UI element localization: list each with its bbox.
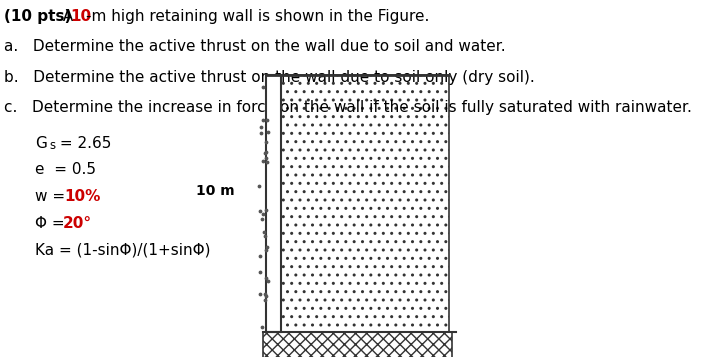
Point: [259, 151, 271, 156]
Text: -m high retaining wall is shown in the Figure.: -m high retaining wall is shown in the F…: [86, 9, 429, 24]
Point: [259, 233, 271, 239]
Point: [254, 183, 265, 189]
Point: [262, 129, 273, 135]
Point: [259, 229, 270, 235]
Point: [262, 278, 273, 284]
Point: [254, 253, 265, 259]
Point: [255, 291, 266, 296]
Point: [257, 216, 268, 222]
Point: [260, 293, 271, 299]
Point: [260, 149, 271, 155]
Text: = 2.65: = 2.65: [55, 136, 111, 151]
Text: 10: 10: [71, 9, 92, 24]
Point: [257, 324, 268, 330]
Text: s: s: [49, 139, 55, 151]
Text: 20°: 20°: [63, 216, 93, 231]
Point: [260, 140, 271, 145]
Text: A: A: [58, 9, 79, 24]
Text: a.   Determine the active thrust on the wall due to soil and water.: a. Determine the active thrust on the wa…: [4, 39, 505, 54]
Point: [260, 276, 271, 281]
Text: (10 pts): (10 pts): [4, 9, 71, 24]
Bar: [281, 75, 449, 332]
Point: [259, 297, 271, 303]
Point: [261, 117, 273, 123]
Point: [261, 247, 272, 253]
Text: 10 m: 10 m: [196, 183, 235, 198]
Point: [254, 269, 266, 275]
Point: [255, 130, 266, 136]
Text: b.   Determine the active thrust on the wall due to soil only (dry soil).: b. Determine the active thrust on the wa…: [4, 70, 534, 85]
Point: [257, 211, 268, 217]
Point: [260, 207, 271, 212]
Text: Ka = (1-sinΦ)/(1+sinΦ): Ka = (1-sinΦ)/(1+sinΦ): [35, 243, 210, 258]
Point: [261, 244, 272, 250]
Text: w =: w =: [35, 189, 70, 204]
Point: [255, 125, 266, 130]
Point: [257, 84, 268, 90]
Bar: [263, 332, 452, 357]
Text: Φ =: Φ =: [35, 216, 69, 231]
Bar: [266, 75, 281, 332]
Text: c.   Determine the increase in force on the wall if the soil is fully saturated : c. Determine the increase in force on th…: [4, 100, 691, 115]
Point: [257, 117, 268, 123]
Point: [254, 208, 266, 214]
Text: e  = 0.5: e = 0.5: [35, 162, 96, 177]
Text: 10%: 10%: [64, 189, 101, 204]
Text: G: G: [35, 136, 47, 151]
Point: [261, 160, 273, 165]
Point: [261, 155, 272, 161]
Point: [259, 291, 270, 296]
Point: [257, 158, 268, 164]
